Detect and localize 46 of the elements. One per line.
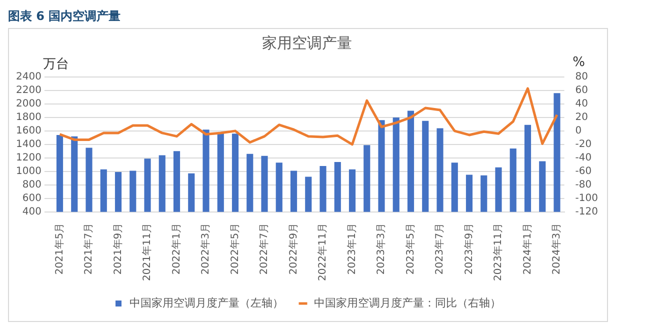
x-tick-label: 2022年3月 (200, 222, 212, 275)
chart-title: 家用空调产量 (262, 34, 352, 52)
y2-tick-label: 40 (575, 98, 588, 110)
y2-tick-label: 60 (575, 85, 588, 96)
y-tick-label: 400 (22, 206, 42, 218)
y-tick-label: 2200 (16, 85, 42, 96)
y2-tick-label: -80 (575, 179, 592, 190)
y-tick-label: 1800 (16, 112, 42, 124)
x-tick-label: 2023年5月 (404, 222, 416, 275)
x-tick-label: 2021年5月 (53, 222, 66, 275)
x-tick-label: 2024年1月 (521, 222, 534, 275)
y-tick-label: 2000 (16, 98, 42, 110)
x-tick-label: 2022年5月 (228, 222, 241, 275)
x-tick-label: 2024年3月 (550, 222, 563, 275)
y-axis-title: 万台 (43, 56, 69, 73)
y-tick-label: 1600 (16, 126, 42, 137)
x-tick-label: 2022年1月 (170, 222, 182, 275)
x-tick-label: 2023年9月 (462, 222, 475, 275)
y-tick-label: 1400 (16, 139, 42, 150)
x-tick-label: 2023年3月 (375, 222, 388, 275)
y2-tick-label: -60 (575, 166, 592, 177)
legend-label: 中国家用空调月度产量：同比（右轴） (314, 296, 501, 310)
y-tick-label: 1000 (16, 166, 42, 177)
y2-tick-label: 0 (575, 126, 582, 137)
y2-tick-label: -40 (575, 152, 592, 164)
y-tick-label: 800 (22, 179, 42, 190)
x-tick-label: 2021年9月 (112, 222, 124, 275)
x-tick-label: 2021年11月 (141, 222, 154, 282)
x-tick-label: 2022年11月 (316, 222, 329, 282)
x-tick-label: 2023年11月 (492, 222, 504, 282)
y2-axis-title: % (572, 55, 585, 70)
y2-tick-label: -100 (575, 192, 598, 204)
y2-tick-label: 80 (575, 72, 588, 83)
y2-tick-label: -120 (575, 206, 598, 218)
y2-tick-label: 20 (575, 112, 588, 124)
y-tick-label: 600 (22, 192, 42, 204)
text: 图表 6 国内空调产量 (8, 8, 121, 25)
x-tick-label: 2023年7月 (434, 222, 446, 275)
legend-label: 中国家用空调月度产量（左轴） (130, 296, 284, 310)
y2-tick-label: -20 (575, 139, 592, 150)
x-tick-label: 2023年1月 (346, 222, 358, 275)
x-tick-label: 2022年7月 (258, 222, 270, 275)
x-tick-label: 2021年7月 (82, 222, 95, 275)
y-tick-label: 1200 (16, 152, 42, 164)
x-tick-label: 2022年9月 (287, 222, 300, 275)
y-tick-label: 2400 (16, 72, 42, 83)
